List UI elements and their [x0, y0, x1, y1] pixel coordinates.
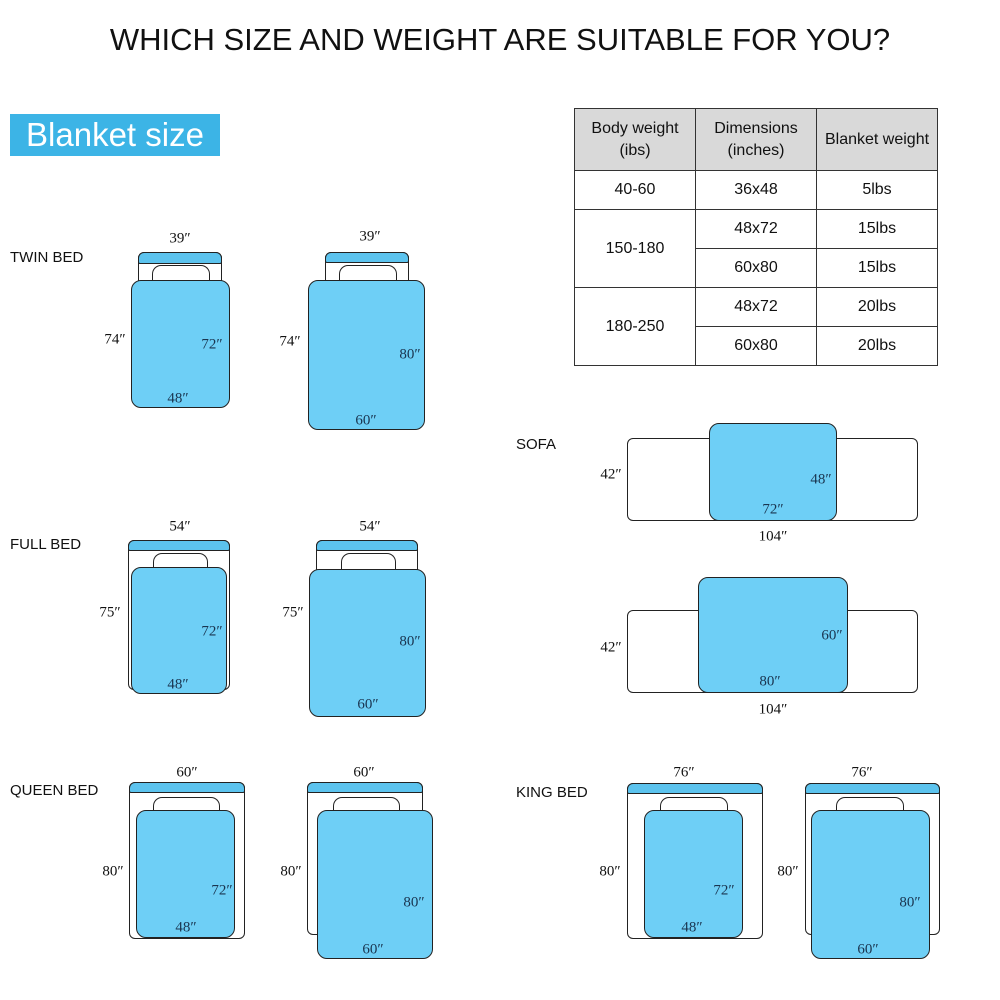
king-bed-label: KING BED: [516, 784, 588, 801]
full-60x80-blanket: [309, 569, 426, 717]
header-dimensions: Dimensions (inches): [695, 108, 817, 171]
table-row: 60x80 15lbs: [575, 248, 938, 288]
blanket-weight-cell: 5lbs: [816, 170, 938, 210]
sofa-60x80-bed-length-label: 42″: [600, 639, 622, 656]
sofa-48x72-bed-width-label: 104″: [758, 528, 788, 545]
king-48x72-pillow: [660, 797, 728, 813]
full-60x80-pillow: [341, 553, 396, 571]
sofa-48x72-blanket: [709, 423, 837, 521]
twin-48x72-bed-width-label: 39″: [169, 230, 191, 247]
twin-60x80-blanket: [308, 280, 425, 430]
body-weight-cell: 40-60: [574, 170, 696, 210]
blanket-weight-cell: 15lbs: [816, 209, 938, 249]
king-60x80-bed-width-label: 76″: [851, 764, 873, 781]
dimensions-cell: 60x80: [695, 326, 817, 366]
king-48x72-blanket: [644, 810, 743, 938]
queen-48x72-blanket-length-label: 72″: [211, 882, 233, 899]
table-row: 150-180 48x72 15lbs: [574, 209, 938, 288]
full-60x80-blanket-length-label: 80″: [399, 633, 421, 650]
full-48x72-bed-length-label: 75″: [99, 604, 121, 621]
queen-48x72-bed-width-label: 60″: [176, 764, 198, 781]
queen-48x72-bed-length-label: 80″: [102, 863, 124, 880]
sofa-60x80-blanket-width-label: 80″: [759, 673, 781, 690]
table-row: 180-250 48x72 20lbs: [574, 287, 938, 366]
twin-48x72-blanket: [131, 280, 230, 408]
header-body-weight: Body weight (ibs): [574, 108, 696, 171]
king-48x72-bed-length-label: 80″: [599, 863, 621, 880]
full-60x80-bed-width-label: 54″: [359, 518, 381, 535]
full-bed-label: FULL BED: [10, 536, 82, 553]
queen-48x72-pillow: [153, 797, 220, 813]
sofa-60x80-bed-width-label: 104″: [758, 701, 788, 718]
size-weight-table: Body weight (ibs) Dimensions (inches) Bl…: [574, 108, 938, 366]
twin-60x80-headboard: [325, 252, 409, 263]
king-48x72-bed-width-label: 76″: [673, 764, 695, 781]
twin-48x72-bed-length-label: 74″: [104, 331, 126, 348]
page-title: WHICH SIZE AND WEIGHT ARE SUITABLE FOR Y…: [109, 22, 891, 57]
queen-60x80-blanket-length-label: 80″: [403, 894, 425, 911]
twin-60x80-pillow: [339, 265, 397, 283]
full-48x72-headboard: [128, 540, 230, 551]
queen-bed-label: QUEEN BED: [10, 782, 99, 799]
queen-60x80-headboard: [307, 782, 423, 793]
queen-48x72-blanket: [136, 810, 235, 938]
queen-60x80-bed-width-label: 60″: [353, 764, 375, 781]
blanket-size-heading: Blanket size: [10, 114, 220, 156]
king-60x80-headboard: [805, 783, 940, 794]
table-header-row: Body weight (ibs) Dimensions (inches) Bl…: [574, 108, 938, 171]
body-weight-cell: 150-180: [574, 209, 696, 288]
blanket-weight-cell: 15lbs: [816, 248, 938, 288]
king-60x80-blanket-width-label: 60″: [857, 941, 879, 958]
king-60x80-pillow: [836, 797, 904, 813]
queen-48x72-headboard: [129, 782, 245, 793]
header-blanket-weight: Blanket weight: [816, 108, 938, 171]
full-60x80-headboard: [316, 540, 418, 551]
twin-bed-label: TWIN BED: [10, 249, 84, 266]
full-60x80-blanket-width-label: 60″: [357, 696, 379, 713]
sofa-48x72-blanket-width-label: 72″: [762, 501, 784, 518]
sofa-60x80-blanket-length-label: 60″: [821, 627, 843, 644]
queen-60x80-blanket-width-label: 60″: [362, 941, 384, 958]
table-row: 40-60 36x48 5lbs: [574, 170, 938, 210]
blanket-weight-cell: 20lbs: [816, 287, 938, 327]
table-row: 60x80 20lbs: [575, 326, 938, 366]
full-48x72-pillow: [153, 553, 208, 571]
body-weight-cell: 180-250: [574, 287, 696, 366]
king-60x80-bed-length-label: 80″: [777, 863, 799, 880]
full-48x72-bed-width-label: 54″: [169, 518, 191, 535]
twin-48x72-headboard: [138, 252, 222, 264]
dimensions-cell: 48x72: [695, 209, 817, 249]
king-60x80-blanket-length-label: 80″: [899, 894, 921, 911]
queen-48x72-blanket-width-label: 48″: [175, 919, 197, 936]
sofa-label: SOFA: [516, 436, 557, 453]
twin-60x80-blanket-length-label: 80″: [399, 346, 421, 363]
full-48x72-blanket: [131, 567, 227, 694]
queen-60x80-bed-length-label: 80″: [280, 863, 302, 880]
twin-48x72-blanket-length-label: 72″: [201, 336, 223, 353]
king-60x80-blanket: [811, 810, 930, 959]
full-60x80-bed-length-label: 75″: [282, 604, 304, 621]
sofa-60x80-blanket: [698, 577, 848, 693]
twin-60x80-bed-length-label: 74″: [279, 333, 301, 350]
king-48x72-blanket-width-label: 48″: [681, 919, 703, 936]
sofa-48x72-bed-length-label: 42″: [600, 466, 622, 483]
twin-60x80-blanket-width-label: 60″: [355, 412, 377, 429]
twin-48x72-blanket-width-label: 48″: [167, 390, 189, 407]
full-48x72-blanket-length-label: 72″: [201, 623, 223, 640]
king-48x72-blanket-length-label: 72″: [713, 882, 735, 899]
sofa-48x72-blanket-length-label: 48″: [810, 471, 832, 488]
dimensions-cell: 60x80: [695, 248, 817, 288]
queen-60x80-blanket: [317, 810, 433, 959]
queen-60x80-pillow: [333, 797, 400, 813]
blanket-weight-cell: 20lbs: [816, 326, 938, 366]
twin-60x80-bed-width-label: 39″: [359, 228, 381, 245]
twin-48x72-pillow: [152, 265, 210, 283]
dimensions-cell: 48x72: [695, 287, 817, 327]
dimensions-cell: 36x48: [695, 170, 817, 210]
king-48x72-headboard: [627, 783, 763, 794]
full-48x72-blanket-width-label: 48″: [167, 676, 189, 693]
